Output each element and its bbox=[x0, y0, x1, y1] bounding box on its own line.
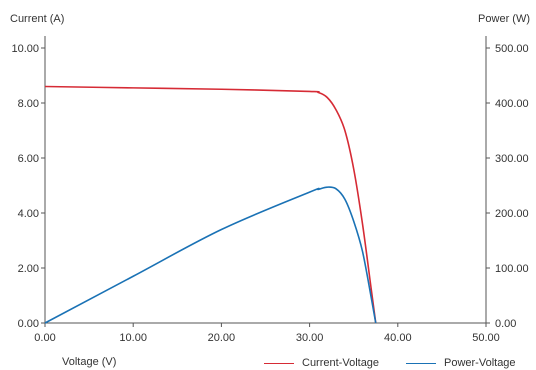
left-y-tick-label: 10.00 bbox=[11, 43, 39, 55]
left-y-tick-label: 2.00 bbox=[18, 263, 39, 275]
x-axis-title: Voltage (V) bbox=[62, 356, 117, 368]
right-axis-title: Power (W) bbox=[478, 13, 530, 25]
right-y-tick-label: 400.00 bbox=[495, 98, 529, 110]
current-voltage-line bbox=[44, 85, 377, 324]
left-y-tick-label: 4.00 bbox=[18, 208, 39, 220]
x-tick-label: 30.00 bbox=[296, 332, 324, 344]
right-y-tick-label: 0.00 bbox=[495, 318, 516, 330]
left-axis-title: Current (A) bbox=[10, 13, 65, 25]
x-tick-label: 10.00 bbox=[119, 332, 147, 344]
left-y-tick-label: 0.00 bbox=[18, 318, 39, 330]
x-tick-label: 20.00 bbox=[208, 332, 236, 344]
right-y-tick-label: 100.00 bbox=[495, 263, 529, 275]
left-y-tick-label: 8.00 bbox=[18, 98, 39, 110]
power-voltage-line bbox=[44, 186, 377, 324]
legend-current-voltage: Current-Voltage bbox=[264, 357, 379, 369]
x-tick-label: 50.00 bbox=[472, 332, 500, 344]
left-y-tick-label: 6.00 bbox=[18, 153, 39, 165]
legend-label-current: Current-Voltage bbox=[302, 357, 380, 369]
x-tick-label: 0.00 bbox=[34, 332, 55, 344]
right-y-tick-label: 200.00 bbox=[495, 208, 529, 220]
legend-swatch-current bbox=[264, 362, 294, 364]
right-y-tick-label: 300.00 bbox=[495, 153, 529, 165]
right-y-tick-label: 500.00 bbox=[495, 43, 529, 55]
legend-swatch-power bbox=[406, 362, 436, 364]
legend-power-voltage: Power-Voltage bbox=[406, 357, 516, 369]
legend-label-power: Power-Voltage bbox=[444, 357, 516, 369]
x-tick-label: 40.00 bbox=[384, 332, 412, 344]
